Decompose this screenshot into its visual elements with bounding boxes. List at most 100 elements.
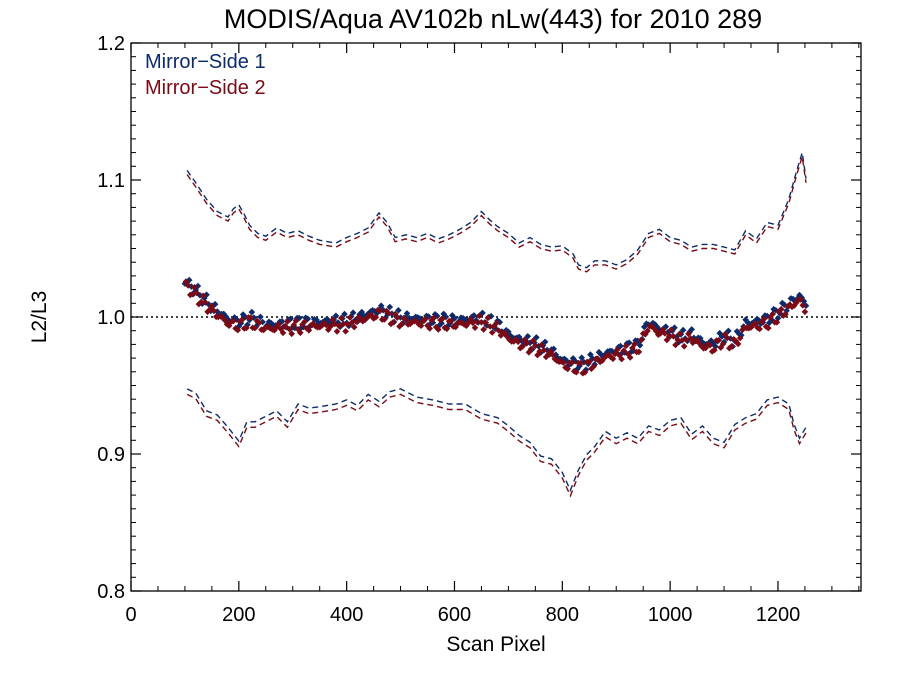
- data-point: [417, 322, 425, 329]
- data-point: [727, 335, 734, 342]
- data-point: [297, 329, 304, 337]
- data-point: [443, 325, 451, 333]
- data-point: [676, 330, 684, 337]
- data-point: [305, 327, 313, 334]
- data-point: [242, 313, 249, 321]
- data-point: [678, 337, 686, 344]
- data-point: [256, 319, 263, 327]
- data-point: [359, 317, 367, 325]
- data-point: [760, 315, 768, 323]
- data-point: [355, 314, 362, 321]
- data-point: [201, 294, 208, 302]
- data-point: [407, 320, 414, 328]
- data-point: [699, 339, 706, 346]
- data-point: [188, 283, 195, 290]
- data-point: [577, 359, 584, 367]
- data-point: [342, 328, 349, 335]
- data-point: [307, 321, 315, 329]
- data-point: [754, 324, 761, 331]
- data-point: [331, 320, 339, 328]
- data-point: [277, 325, 285, 333]
- x-axis-label: Scan Pixel: [446, 633, 545, 656]
- data-point: [671, 324, 678, 331]
- data-point: [463, 322, 470, 329]
- data-point: [439, 315, 446, 322]
- data-point: [801, 308, 809, 316]
- data-point: [440, 310, 447, 318]
- data-point: [773, 319, 781, 326]
- data-point: [476, 312, 483, 320]
- data-point: [586, 358, 593, 366]
- data-point: [388, 310, 396, 317]
- data-point: [679, 326, 687, 334]
- data-point: [540, 346, 548, 354]
- data-point: [547, 347, 554, 355]
- data-point: [426, 325, 433, 332]
- data-point: [248, 308, 256, 316]
- data-point: [802, 302, 810, 309]
- data-point: [403, 310, 411, 317]
- data-point: [247, 314, 254, 321]
- data-point: [774, 315, 782, 322]
- data-point: [284, 318, 291, 325]
- data-point: [259, 318, 266, 326]
- data-point: [304, 315, 312, 323]
- data-point: [495, 327, 502, 334]
- x-tick-label: 800: [546, 604, 579, 626]
- data-point: [303, 325, 311, 332]
- y-tick-label: 0.8: [97, 581, 125, 603]
- data-point: [430, 314, 438, 321]
- data-point: [340, 320, 347, 328]
- data-point: [338, 314, 345, 322]
- data-point: [635, 348, 643, 356]
- mirror-side-2-points: [182, 278, 809, 377]
- data-point: [193, 289, 201, 297]
- upper-band-lines: [186, 152, 807, 273]
- data-point: [483, 322, 491, 329]
- data-point: [736, 334, 744, 342]
- data-point: [313, 316, 320, 324]
- data-point: [221, 316, 229, 324]
- data-point: [288, 330, 295, 338]
- data-point: [185, 276, 193, 284]
- data-point: [438, 319, 445, 327]
- data-point: [318, 322, 326, 329]
- data-point: [195, 300, 203, 308]
- data-point: [437, 316, 444, 324]
- data-point: [210, 307, 218, 315]
- data-point: [290, 321, 298, 329]
- data-point: [491, 322, 498, 330]
- y-axis-label: L2/L3: [28, 291, 51, 344]
- lower-band-lines: [186, 388, 807, 498]
- data-point: [775, 308, 783, 315]
- data-point: [527, 345, 535, 353]
- data-point: [373, 310, 381, 317]
- data-point: [534, 351, 541, 359]
- data-point: [349, 309, 357, 316]
- legend: Mirror−Side 1 Mirror−Side 2: [145, 51, 266, 99]
- data-point: [348, 319, 356, 326]
- data-point: [316, 323, 323, 331]
- data-point: [220, 310, 227, 318]
- data-point: [616, 352, 623, 359]
- y-axis: 0.8 0.9 1.0 1.1 1.2: [97, 33, 861, 603]
- x-tick-label: 0: [125, 604, 136, 626]
- data-point: [674, 336, 681, 344]
- data-point: [235, 323, 243, 330]
- data-point: [353, 318, 360, 325]
- legend-entry-mirror-side-2: Mirror−Side 2: [145, 77, 266, 99]
- data-point: [521, 336, 528, 344]
- data-point: [271, 326, 278, 334]
- data-point: [451, 315, 458, 322]
- data-point: [344, 321, 351, 328]
- data-point: [484, 314, 492, 322]
- data-point: [482, 319, 490, 327]
- data-point: [320, 319, 328, 327]
- data-point: [715, 336, 722, 344]
- data-point: [505, 328, 512, 336]
- data-point: [493, 319, 500, 327]
- data-point: [189, 290, 196, 298]
- data-point: [529, 337, 537, 345]
- data-point: [524, 333, 532, 340]
- data-point: [734, 340, 742, 348]
